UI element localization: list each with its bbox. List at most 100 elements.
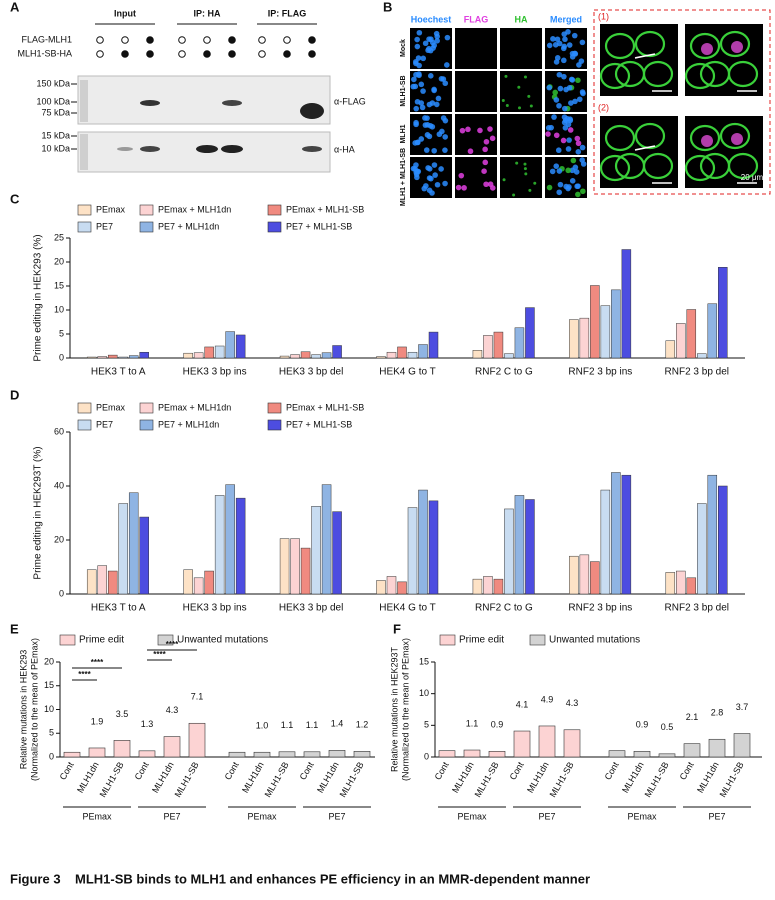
- condition-mark: [228, 50, 236, 58]
- cell-outline: [599, 154, 631, 182]
- cell: [569, 178, 576, 184]
- bar: [676, 570, 686, 595]
- cell: [426, 133, 433, 140]
- cell: [549, 168, 556, 175]
- condition-mark: [258, 50, 266, 58]
- legend-label: PEmax + MLH1dn: [158, 402, 231, 412]
- cell: [523, 167, 527, 171]
- legend-swatch: [139, 204, 154, 216]
- bar: [483, 335, 493, 359]
- legend-swatch: [157, 634, 174, 646]
- bar: [193, 352, 204, 359]
- cell-outline: [642, 152, 674, 180]
- panel-label: C: [10, 191, 20, 206]
- y-axis-label: (Normalized to the mean of PEmax): [400, 638, 410, 781]
- x-tick-label: HEK3 T to A: [91, 603, 146, 614]
- figure-label: Figure 3: [10, 871, 61, 886]
- x-tick-label: MLH1dn: [450, 760, 476, 794]
- antibody-label: α-FLAG: [334, 96, 366, 106]
- value-label: 0.5: [661, 722, 674, 732]
- bar: [118, 356, 128, 359]
- cell: [467, 148, 474, 155]
- legend-label: Prime edit: [79, 635, 124, 646]
- condition-mark: [308, 36, 316, 44]
- cell: [529, 104, 533, 108]
- bar: [225, 484, 235, 595]
- bar: [718, 485, 728, 595]
- cell-outline: [604, 32, 636, 60]
- bar: [183, 352, 193, 359]
- cell: [413, 162, 419, 168]
- cell: [575, 77, 581, 84]
- cell: [413, 121, 419, 128]
- group-label: PE7: [163, 811, 180, 821]
- cell: [546, 184, 553, 191]
- y-tick-label: 0: [424, 751, 429, 761]
- cell: [439, 128, 445, 135]
- cell: [575, 183, 581, 189]
- cell: [561, 43, 568, 50]
- cell: [553, 163, 560, 169]
- condition-label: Mock: [400, 39, 407, 57]
- cell: [546, 84, 553, 91]
- inset-image: [685, 24, 763, 96]
- condition-mark: [178, 36, 186, 44]
- legend-label: PEmax: [96, 204, 126, 214]
- value-label: 2.8: [711, 708, 724, 718]
- bar: [397, 581, 407, 595]
- x-tick-label: MLH1-SB: [263, 760, 291, 799]
- bar: [579, 317, 590, 359]
- condition-mark: [283, 36, 291, 44]
- cell: [415, 139, 421, 146]
- cell: [524, 172, 528, 176]
- legend-swatch: [139, 402, 154, 414]
- cell-outline: [689, 32, 721, 60]
- cell-outline: [599, 62, 631, 90]
- cell: [528, 188, 532, 192]
- micrograph: [500, 28, 542, 69]
- condition-mark: [308, 50, 316, 58]
- cell: [426, 36, 432, 42]
- value-label: 4.9: [541, 694, 554, 704]
- x-tick-label: MLH1-SB: [643, 760, 671, 799]
- cell: [566, 85, 573, 91]
- cell: [414, 43, 421, 50]
- bar: [290, 538, 300, 595]
- bar: [697, 503, 707, 595]
- x-tick-label: MLH1dn: [525, 760, 551, 794]
- bar: [513, 730, 531, 758]
- bar: [107, 570, 118, 595]
- x-tick-label: Cont: [58, 760, 76, 782]
- cell: [426, 175, 433, 181]
- cell: [555, 147, 562, 154]
- micrograph: [455, 28, 497, 69]
- cell: [527, 94, 531, 98]
- value-label: 1.3: [141, 719, 154, 729]
- y-axis-label: Prime editing in HEK293 (%): [33, 234, 44, 361]
- condition-mark: [121, 50, 129, 58]
- inset-label: (2): [598, 102, 609, 112]
- legend-label: PEmax: [96, 402, 126, 412]
- cell: [487, 181, 494, 187]
- bar: [514, 327, 525, 359]
- bar: [488, 750, 506, 758]
- nucleus: [731, 133, 743, 145]
- y-tick-label: 15: [54, 280, 64, 290]
- legend-swatch: [77, 204, 92, 216]
- cell: [424, 115, 430, 121]
- cell: [423, 147, 430, 153]
- cell: [545, 125, 552, 131]
- bar: [225, 331, 235, 359]
- x-tick-label: Cont: [678, 760, 696, 782]
- bar: [514, 495, 525, 595]
- cell-outline: [642, 60, 674, 88]
- cell: [565, 29, 571, 35]
- value-label: 1.9: [91, 716, 104, 726]
- y-tick-label: 25: [54, 232, 64, 242]
- cell: [442, 80, 449, 87]
- bar: [279, 538, 290, 595]
- bar: [504, 353, 514, 359]
- cell: [554, 55, 561, 61]
- micrograph: [455, 114, 497, 155]
- cell: [483, 138, 490, 145]
